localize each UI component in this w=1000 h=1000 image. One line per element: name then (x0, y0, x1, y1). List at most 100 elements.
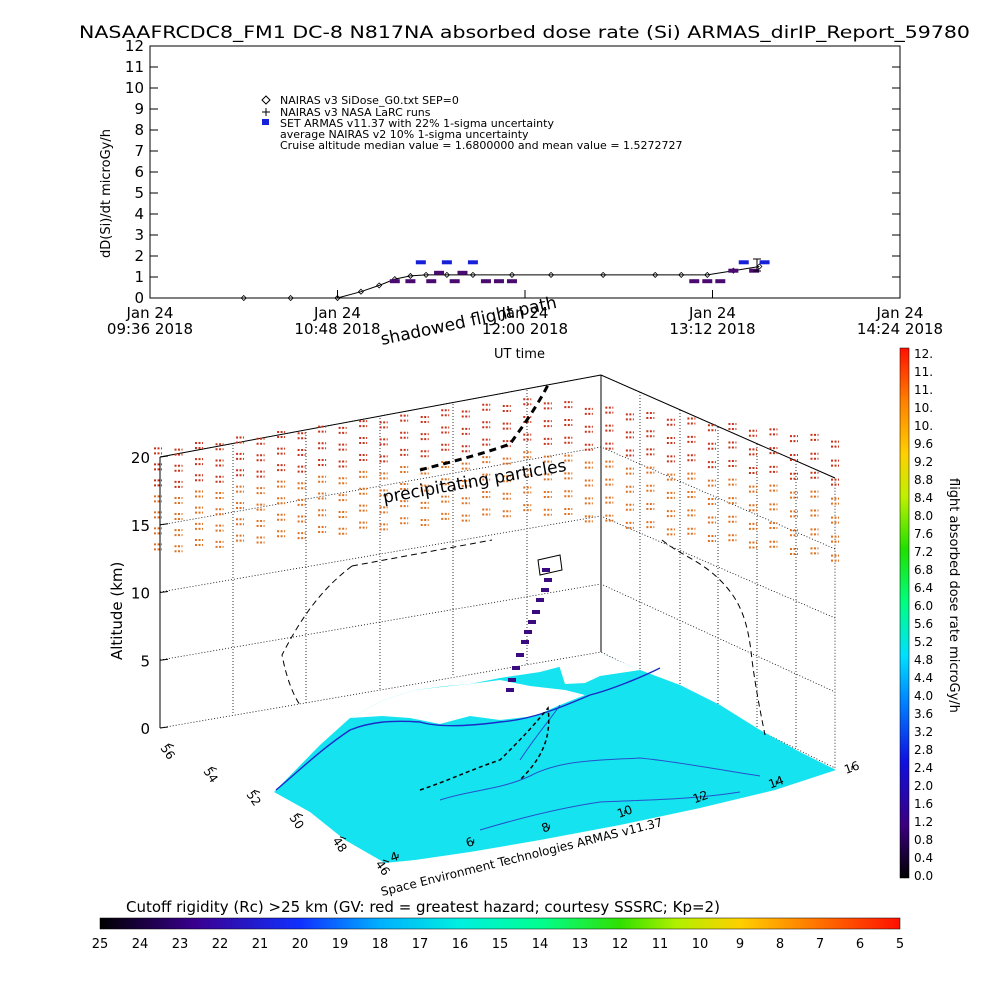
x-tick-label-line2: 09:36 2018 (107, 320, 193, 338)
nairas-point (357, 288, 365, 295)
y-tick-label: 3 (134, 226, 144, 244)
nairas-point (443, 271, 450, 278)
trail-point (524, 630, 532, 634)
z-axis-label: Altitude (km) (108, 562, 126, 660)
dose-tick-label: 3.6 (914, 707, 933, 721)
dose-tick-label: 2.8 (914, 743, 933, 757)
armas-point (738, 260, 749, 265)
y-tick-label: 8 (134, 121, 144, 139)
trail-point (521, 640, 529, 644)
nairas-point (704, 271, 711, 278)
nairas-point (422, 271, 430, 278)
x-tick-label-line2: 13:12 2018 (669, 320, 755, 338)
nairas-point (756, 263, 763, 270)
trail-point (512, 666, 520, 670)
dose-tick-label: 0.0 (914, 869, 933, 883)
rigidity-tick-label: 16 (452, 937, 469, 952)
rigidity-tick-label: 5 (896, 937, 904, 952)
lat-tick-label: 54 (201, 765, 221, 786)
dose-tick-label: 4.8 (914, 653, 933, 667)
dose-tick-label: 6.8 (914, 563, 933, 577)
lon-tick-label: 4 (388, 849, 400, 865)
lat-tick-label: 50 (287, 811, 307, 832)
rigidity-tick-label: 8 (776, 937, 784, 952)
trail-point (528, 620, 536, 624)
armas-point (449, 279, 460, 284)
rigidity-tick-label: 7 (816, 937, 824, 952)
nairas-point (376, 282, 383, 289)
trail-point (532, 610, 540, 614)
border-lines (439, 704, 761, 831)
z-tick-label: 20 (131, 449, 150, 467)
dose-tick-label: 9.6 (914, 437, 933, 451)
rigidity-tick-label: 19 (332, 937, 349, 952)
series-nairas (240, 263, 763, 302)
y-tick-label: 4 (134, 205, 144, 223)
lon-tick-label: 16 (842, 758, 861, 776)
dose-tick-label: 2.4 (914, 761, 933, 775)
longitude-ticks: 4 6 8 10 12 14 16 (388, 758, 861, 864)
armas-point (441, 260, 452, 265)
flight-path-marker (537, 554, 563, 576)
legend-marker-diamond-icon (261, 95, 271, 105)
lon-tick-label: 14 (767, 773, 786, 791)
trail-point (542, 568, 550, 572)
rigidity-tick-label: 6 (856, 937, 864, 952)
x-tick-label-line2: 14:24 2018 (857, 320, 943, 338)
dose-colorbar-label: flight absorbed dose rate microGy/h (946, 478, 961, 713)
dose-tick-label: 8.0 (914, 509, 933, 523)
legend-entry-cruise-stats: Cruise altitude median value = 1.6800000… (280, 139, 683, 152)
x-tick-label-line1: Jan 24 (688, 304, 736, 322)
armas-point (415, 260, 426, 265)
coastline (275, 667, 661, 791)
dose-tick-label: 12. (914, 347, 933, 361)
dose-tick-label: 9.2 (914, 455, 933, 469)
rigidity-colorbar-label: Cutoff rigidity (Rc) >25 km (GV: red = g… (126, 898, 720, 916)
nairas-point (240, 294, 247, 302)
dose-tick-label: 4.4 (914, 671, 933, 685)
rigidity-tick-label: 22 (212, 937, 229, 952)
z-tick-label: 5 (140, 652, 150, 670)
base-map (274, 655, 836, 863)
armas-point (689, 279, 700, 284)
timeseries-x-axis-label: UT time (494, 347, 545, 362)
armas-point (715, 279, 726, 284)
dose-tick-label: 2.0 (914, 779, 933, 793)
y-tick-label: 12 (125, 37, 144, 55)
lat-tick-mark (339, 836, 347, 840)
dose-tick-label: 4.0 (914, 689, 933, 703)
rigidity-tick-label: 24 (132, 937, 149, 952)
precipitating-particles-field (154, 398, 839, 562)
flight-path-shadow-right (661, 539, 766, 736)
x-tick-label-line2: 12:00 2018 (482, 320, 568, 338)
sea-baltic (558, 655, 640, 684)
trail-point (544, 578, 552, 582)
nairas-point (652, 271, 659, 278)
z-tick-mark (159, 726, 169, 729)
z-tick-mark (159, 658, 169, 661)
y-tick-label: 9 (134, 100, 144, 118)
x-tick-label-line1: Jan 24 (126, 304, 174, 322)
y-tick-label: 7 (134, 142, 144, 160)
dose-tick-label: 10. (914, 401, 933, 415)
armas-point (467, 260, 478, 265)
legend-entry-nairas-avg: average NAIRAS v2 10% 1-sigma uncertaint… (280, 128, 529, 141)
armas-point (434, 270, 445, 275)
nairas-point (508, 271, 516, 278)
y-tick-label: 5 (134, 184, 144, 202)
dose-colorbar: 12. 11. 11. 10. 10. 9.6 9.2 8.8 8.4 8.0 7.6 7.2 6.8 6… (899, 347, 961, 883)
lat-tick-mark (382, 859, 390, 863)
legend-entry-nairas-sep: NAIRAS v3 SiDose_G0.txt SEP=0 (280, 94, 459, 107)
trail-point (516, 653, 524, 657)
legend-marker-plus-icon (262, 108, 270, 116)
armas-vertical-trail (506, 568, 552, 692)
lat-tick-label: 56 (158, 742, 178, 763)
armas-point (493, 279, 504, 284)
error-bar-glyph (753, 258, 761, 272)
nairas-point (407, 272, 414, 280)
dose-tick-label: 6.0 (914, 599, 933, 613)
x-tick-label-line1: Jan 24 (501, 304, 549, 322)
lat-tick-label: 52 (244, 788, 264, 809)
lon-tick-label: 6 (464, 834, 476, 850)
